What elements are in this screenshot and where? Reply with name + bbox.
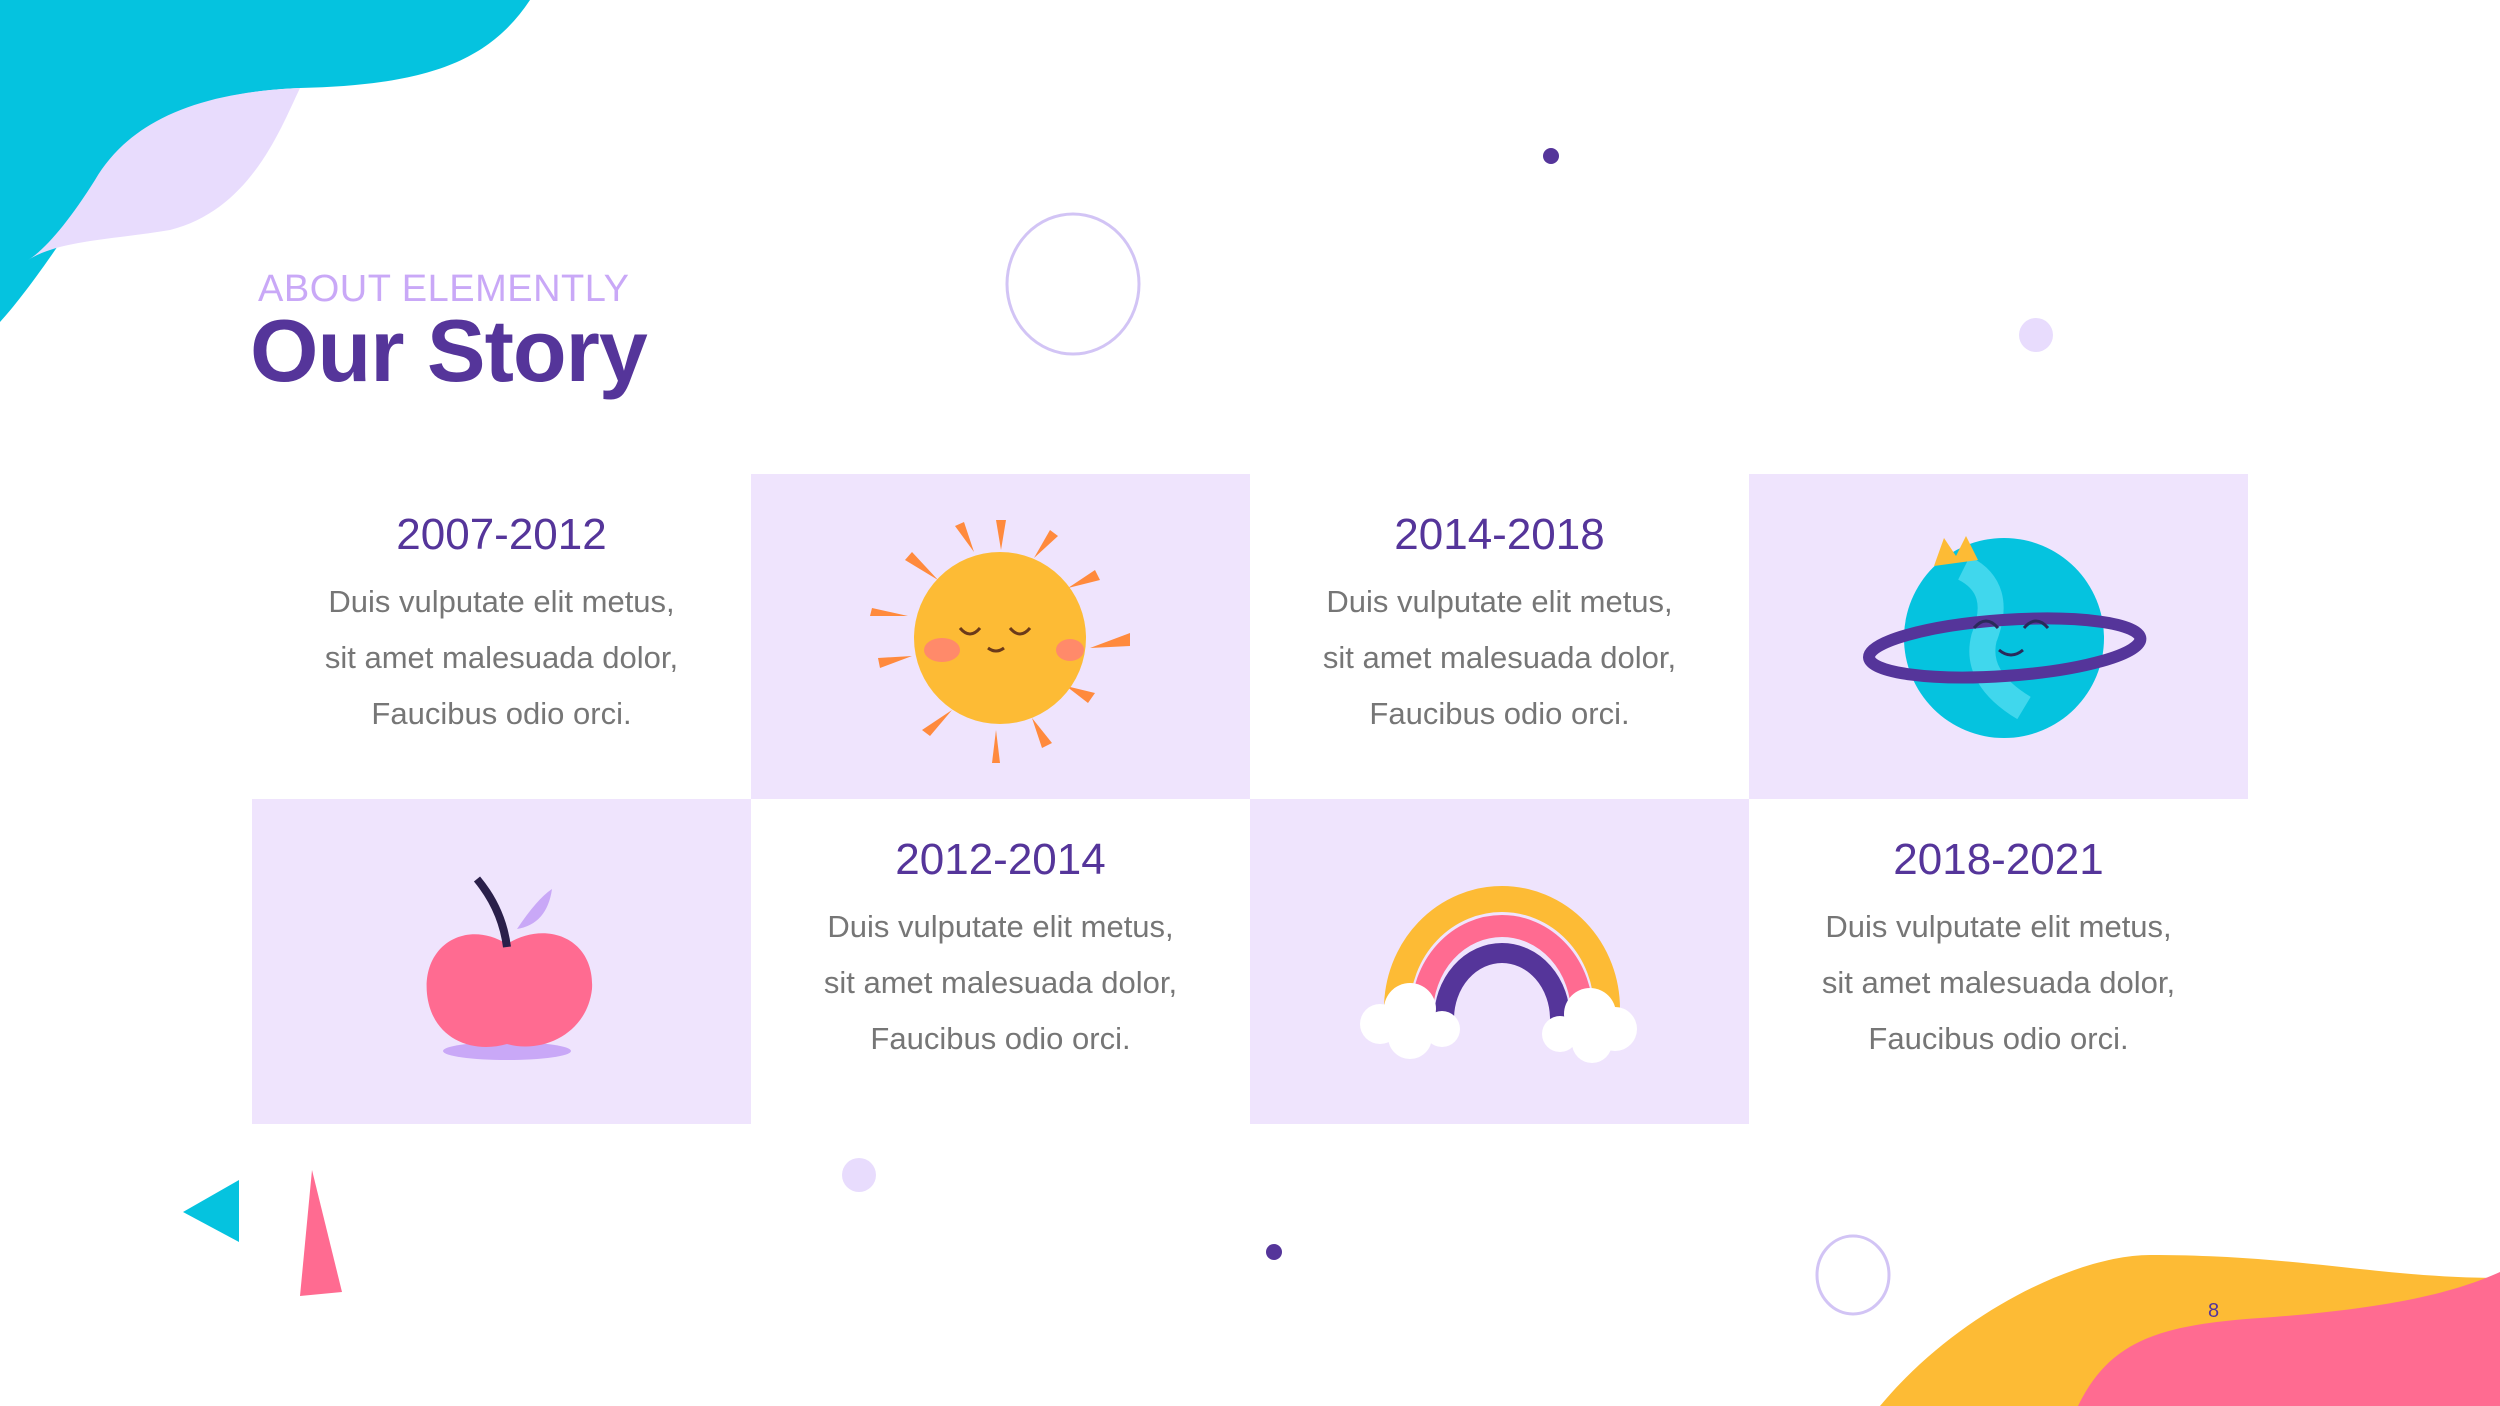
planet-icon (1863, 536, 2147, 738)
timeline-text: Duis vulputate elit metus, sit amet male… (1250, 574, 1749, 742)
outline-circle (1815, 1234, 1891, 1316)
timeline-text: Duis vulputate elit metus, sit amet male… (252, 574, 751, 742)
lavender-blob (28, 88, 300, 260)
sun-icon (870, 520, 1130, 763)
timeline-card: 2007-2012 Duis vulputate elit metus, sit… (252, 474, 751, 799)
text-line: Duis vulputate elit metus, (1825, 909, 2172, 944)
outline-circle (1005, 212, 1141, 356)
text-line: Faucibus odio orci. (371, 696, 632, 731)
text-line: Duis vulputate elit metus, (827, 909, 1174, 944)
text-line: Duis vulputate elit metus, (328, 584, 675, 619)
text-line: Faucibus odio orci. (870, 1021, 1131, 1056)
text-line: Duis vulputate elit metus, (1326, 584, 1673, 619)
cyan-blob (0, 0, 530, 322)
text-line: Faucibus odio orci. (1369, 696, 1630, 731)
timeline-years: 2007-2012 (396, 510, 607, 559)
timeline-card: 2012-2014 Duis vulputate elit metus, sit… (751, 799, 1250, 1124)
rainbow-icon (1360, 886, 1637, 1063)
illustration-tile (1749, 474, 2248, 799)
text-line: sit amet malesuada dolor, (1821, 965, 2176, 1000)
lavender-dot (842, 1158, 876, 1192)
text-line: sit amet malesuada dolor, (1322, 640, 1677, 675)
timeline-card: 2018-2021 Duis vulputate elit metus, sit… (1749, 799, 2248, 1124)
illustration-tile (252, 799, 751, 1124)
illustration-tile (751, 474, 1250, 799)
timeline-years: 2014-2018 (1394, 510, 1605, 559)
apple-icon (426, 876, 593, 1060)
text-line: sit amet malesuada dolor, (324, 640, 679, 675)
page-number: 8 (2208, 1300, 2220, 1322)
purple-dot (1543, 148, 1559, 164)
purple-dot (1266, 1244, 1282, 1260)
pink-triangle (300, 1170, 342, 1296)
cyan-triangle (183, 1180, 239, 1242)
lavender-dot (2019, 318, 2053, 352)
timeline-years: 2018-2021 (1893, 835, 2104, 884)
eyebrow-label: ABOUT ELEMENTLY (258, 268, 630, 310)
text-line: sit amet malesuada dolor, (823, 965, 1178, 1000)
illustration-tile (1250, 799, 1749, 1124)
pink-blob (2078, 1272, 2500, 1406)
timeline-text: Duis vulputate elit metus, sit amet male… (1749, 899, 2248, 1067)
timeline-card: 2014-2018 Duis vulputate elit metus, sit… (1250, 474, 1749, 799)
page-title: Our Story (250, 301, 648, 400)
timeline-text: Duis vulputate elit metus, sit amet male… (751, 899, 1250, 1067)
timeline-years: 2012-2014 (895, 835, 1106, 884)
text-line: Faucibus odio orci. (1868, 1021, 2129, 1056)
